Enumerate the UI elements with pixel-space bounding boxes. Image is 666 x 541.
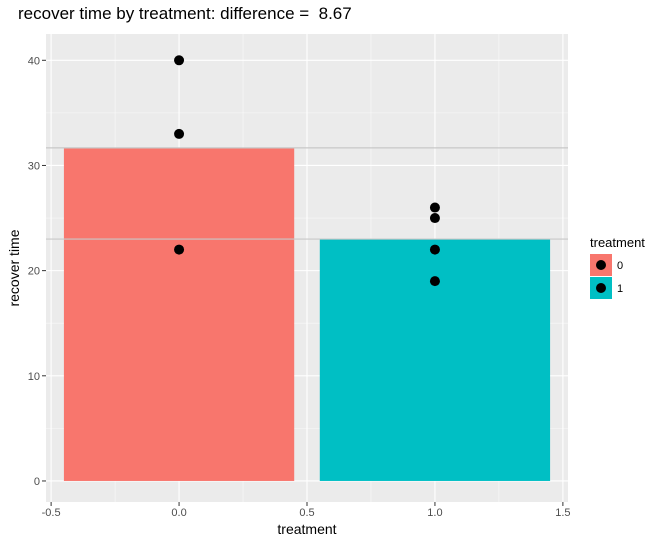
bar-0	[63, 147, 295, 481]
legend: treatment 0 1	[590, 235, 645, 299]
chart-title: recover time by treatment: difference = …	[18, 4, 352, 23]
data-point	[429, 276, 440, 287]
data-point	[174, 128, 185, 139]
x-tick-label: 0.0	[171, 507, 186, 519]
legend-point-0	[596, 260, 606, 270]
legend-title: treatment	[590, 235, 645, 250]
y-tick-label: 30	[28, 160, 40, 172]
y-tick-label: 40	[28, 55, 40, 67]
data-point	[174, 244, 185, 255]
data-points	[174, 55, 440, 287]
y-axis-label: recover time	[6, 229, 22, 306]
x-tick-label: 1.0	[427, 507, 442, 519]
x-axis: -0.5 0.0 0.5 1.0 1.5	[42, 502, 571, 519]
data-point	[429, 244, 440, 255]
y-tick-label: 0	[34, 476, 40, 488]
x-tick-label: 0.5	[299, 507, 314, 519]
legend-label-1: 1	[617, 283, 623, 295]
data-point	[429, 202, 440, 213]
y-axis: 0 10 20 30 40	[28, 55, 46, 488]
bars	[63, 147, 551, 481]
data-point	[429, 213, 440, 224]
data-point	[174, 55, 185, 66]
legend-label-0: 0	[617, 260, 623, 272]
x-axis-label: treatment	[277, 521, 336, 537]
x-tick-label: 1.5	[555, 507, 570, 519]
y-tick-label: 10	[28, 371, 40, 383]
legend-point-1	[596, 283, 606, 293]
reference-lines	[46, 147, 568, 240]
y-tick-label: 20	[28, 266, 40, 278]
bar-1	[319, 239, 551, 481]
x-tick-label: -0.5	[42, 507, 61, 519]
